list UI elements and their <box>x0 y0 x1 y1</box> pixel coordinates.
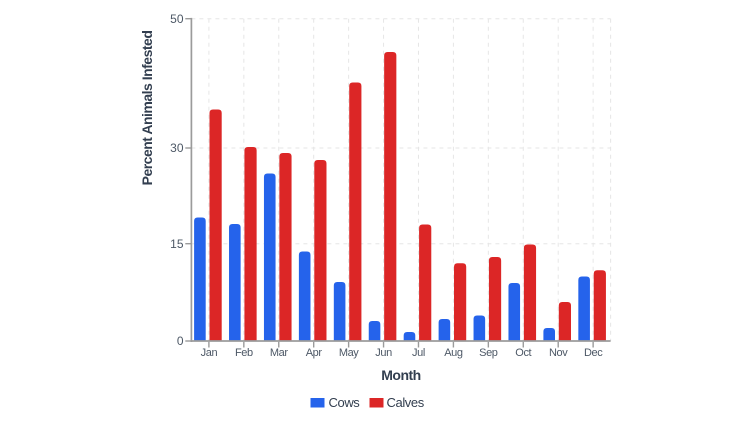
svg-text:Cows: Cows <box>329 395 361 410</box>
svg-text:0: 0 <box>177 334 184 348</box>
svg-text:Jan: Jan <box>201 347 218 359</box>
svg-text:Mar: Mar <box>270 347 288 359</box>
svg-text:Jul: Jul <box>412 347 425 359</box>
svg-text:May: May <box>339 347 359 359</box>
svg-text:Sep: Sep <box>479 347 498 359</box>
svg-text:Calves: Calves <box>387 395 425 410</box>
svg-text:Jun: Jun <box>375 347 392 359</box>
svg-text:50: 50 <box>170 12 184 26</box>
svg-text:Oct: Oct <box>515 347 531 359</box>
svg-text:Feb: Feb <box>235 347 253 359</box>
svg-text:Month: Month <box>381 367 420 383</box>
svg-text:Nov: Nov <box>549 347 568 359</box>
svg-text:Dec: Dec <box>584 347 603 359</box>
svg-text:30: 30 <box>170 141 184 155</box>
svg-text:Percent Animals Infested: Percent Animals Infested <box>139 31 155 186</box>
svg-text:Aug: Aug <box>444 347 463 359</box>
svg-text:15: 15 <box>170 237 184 251</box>
svg-text:Apr: Apr <box>306 347 323 359</box>
